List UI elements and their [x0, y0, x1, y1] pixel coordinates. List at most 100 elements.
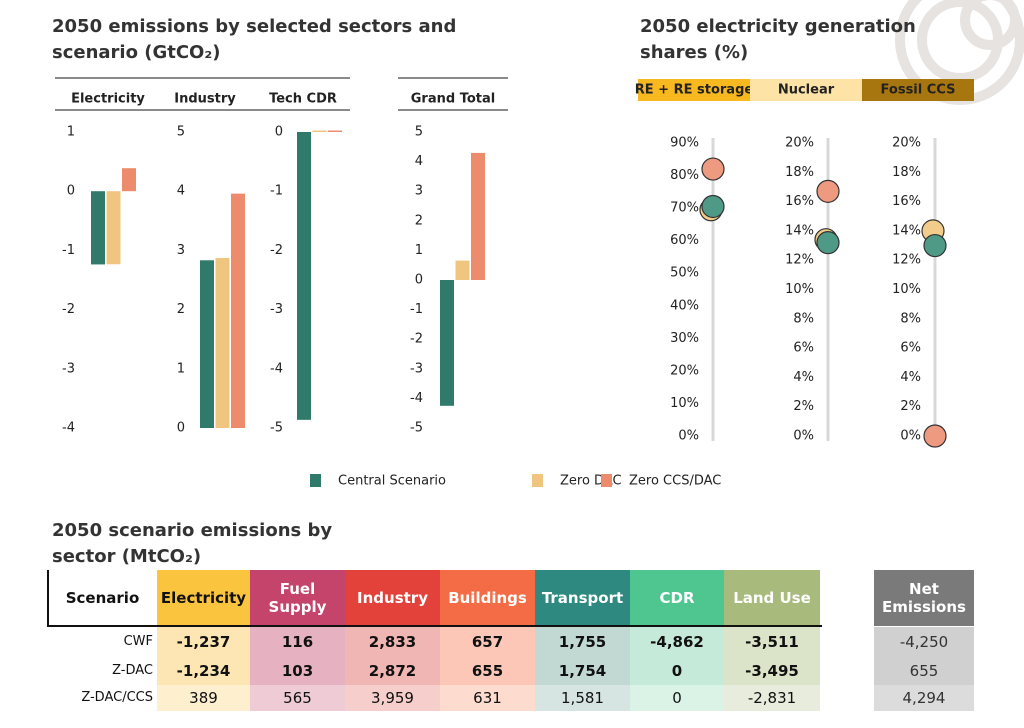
y-tick-label: 14% [785, 223, 814, 238]
y-tick-label: 80% [670, 168, 699, 183]
bar [91, 191, 105, 265]
table-cell: -4,862 [630, 627, 724, 657]
y-tick-label: 18% [892, 165, 921, 180]
table-title: 2050 scenario emissions by sector (MtCO₂… [52, 520, 333, 567]
y-tick-label: 16% [785, 194, 814, 209]
bar [297, 132, 311, 420]
y-tick-label: 8% [793, 311, 814, 326]
y-tick-label: -3 [62, 361, 75, 376]
bar-chart-title: 2050 emissions by selected sectors and s… [52, 16, 457, 63]
y-tick-label: 8% [900, 311, 921, 326]
y-tick-label: -2 [270, 243, 283, 258]
y-tick-label: 2 [415, 213, 423, 228]
y-tick-label: 12% [892, 253, 921, 268]
panel-title: RE + RE storage [635, 83, 754, 98]
y-tick-label: 12% [785, 253, 814, 268]
table-cell: 1,755 [535, 627, 630, 657]
bar [328, 130, 342, 132]
y-tick-label: 70% [670, 201, 699, 216]
table-cell: 1,754 [535, 657, 630, 685]
bar [200, 260, 214, 428]
y-tick-label: 20% [670, 363, 699, 378]
y-tick-label: 90% [670, 136, 699, 151]
table-cell: 631 [440, 685, 535, 711]
table-cell: 116 [250, 627, 345, 657]
y-tick-label: 50% [670, 266, 699, 281]
legend-swatch [601, 474, 612, 487]
y-tick-label: -2 [62, 302, 75, 317]
table-cell: 3,959 [345, 685, 440, 711]
y-tick-label: 0 [275, 125, 283, 140]
y-tick-label: 10% [892, 282, 921, 297]
table-cell: 4,294 [874, 685, 974, 711]
y-tick-label: 4% [793, 370, 814, 385]
bar [231, 193, 245, 428]
y-tick-label: 4 [415, 154, 423, 169]
dot [923, 233, 947, 258]
table-cell: Z-DAC [48, 657, 157, 685]
table-cell: 389 [157, 685, 250, 711]
table-header-cell: CDR [630, 570, 724, 626]
table-cell: 565 [250, 685, 345, 711]
y-tick-label: -1 [62, 243, 75, 258]
y-tick-label: -5 [410, 421, 423, 436]
table-cell: Z-DAC/CCS [48, 685, 157, 711]
y-tick-label: 4 [177, 184, 185, 199]
panel-header [638, 79, 750, 101]
table-cell: -1,237 [157, 627, 250, 657]
table-header-cell: Electricity [157, 570, 250, 626]
panel-title: Electricity [71, 92, 145, 107]
y-tick-label: 10% [670, 396, 699, 411]
panel-title: Industry [174, 92, 236, 107]
table-cell: 655 [440, 657, 535, 685]
table-cell: -2,831 [724, 685, 820, 711]
y-tick-label: -3 [270, 302, 283, 317]
y-tick-label: -1 [270, 184, 283, 199]
table-cell: 657 [440, 627, 535, 657]
y-tick-label: 4% [900, 370, 921, 385]
bar [471, 152, 485, 280]
bar [440, 280, 454, 406]
table-header-cell: Net Emissions [874, 570, 974, 626]
panel-title: Fossil CCS [881, 83, 956, 98]
table-cell: 1,581 [535, 685, 630, 711]
dot [701, 157, 725, 181]
legend-swatch [532, 474, 543, 487]
dot [701, 194, 725, 219]
y-tick-label: 0% [793, 429, 814, 444]
panel-header [750, 79, 862, 101]
legend-swatch [310, 474, 321, 487]
y-tick-label: 3 [177, 243, 185, 258]
table-header-cell: Fuel Supply [250, 570, 345, 626]
table-cell: 0 [630, 685, 724, 711]
table-header-cell: Industry [345, 570, 440, 626]
table-cell: 2,872 [345, 657, 440, 685]
y-tick-label: 1 [415, 243, 423, 258]
y-tick-label: -4 [410, 391, 423, 406]
bar [215, 257, 230, 428]
y-tick-label: 18% [785, 165, 814, 180]
y-tick-label: 16% [892, 194, 921, 209]
table-header-cell: Land Use [724, 570, 820, 626]
table-header-cell: Transport [535, 570, 630, 626]
y-tick-label: 0% [900, 429, 921, 444]
y-tick-label: 0% [678, 429, 699, 444]
table-rule [47, 570, 49, 626]
table-rule [47, 625, 822, 627]
table-cell: -1,234 [157, 657, 250, 685]
y-tick-label: 0 [67, 184, 75, 199]
bar [122, 168, 136, 192]
dot-chart-title: 2050 electricity generation shares (%) [640, 16, 916, 63]
y-tick-label: -1 [410, 302, 423, 317]
table-cell: 655 [874, 657, 974, 685]
y-tick-label: -3 [410, 361, 423, 376]
y-tick-label: 3 [415, 184, 423, 199]
table-cell: -3,495 [724, 657, 820, 685]
y-tick-label: -2 [410, 332, 423, 347]
table-header-cell: Buildings [440, 570, 535, 626]
bar [106, 191, 121, 265]
panel-title: Nuclear [778, 83, 835, 98]
y-tick-label: -4 [62, 421, 75, 436]
